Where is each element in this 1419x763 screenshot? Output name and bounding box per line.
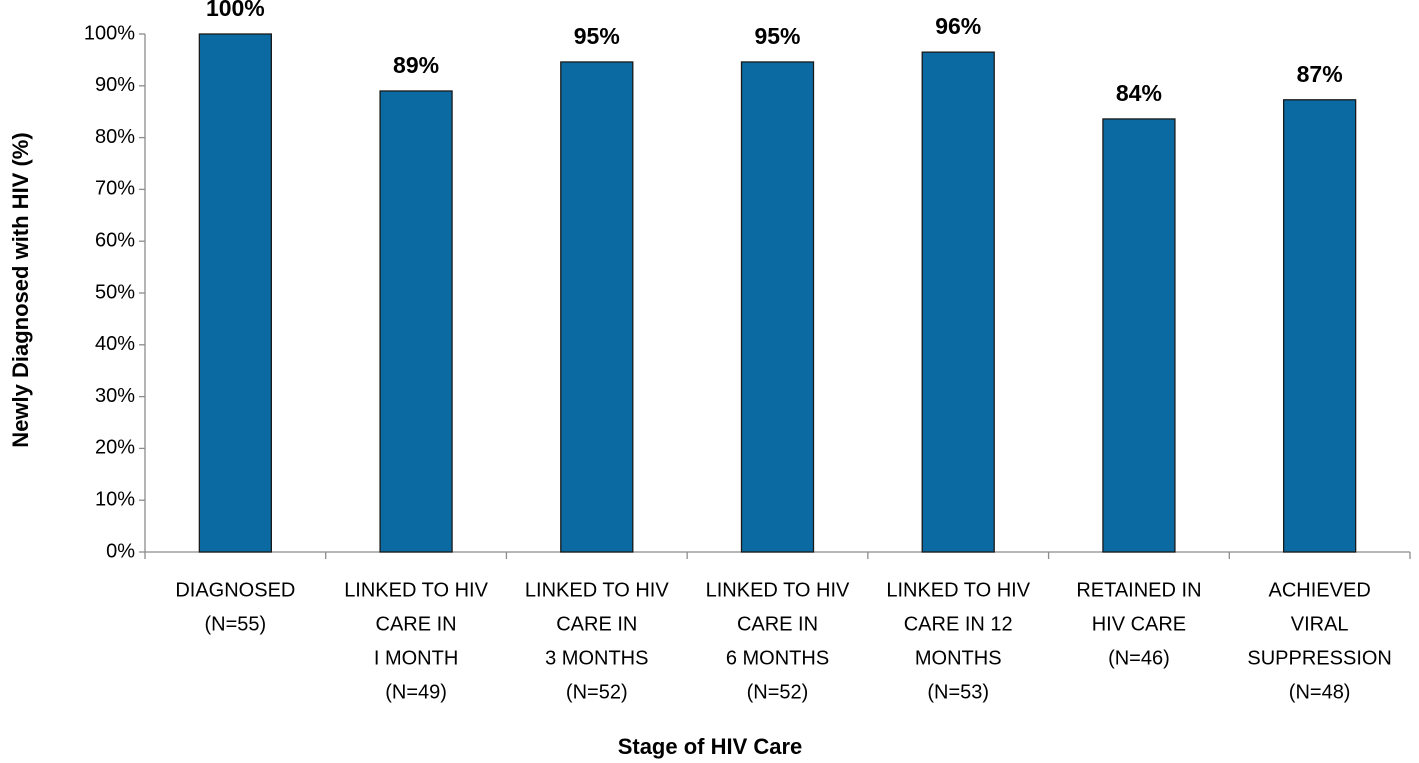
y-axis-title: Newly Diagnosed with HIV (%) bbox=[8, 132, 33, 447]
x-tick-label: MONTHS bbox=[915, 647, 1002, 669]
data-label: 100% bbox=[206, 0, 265, 21]
y-tick-label: 10% bbox=[95, 488, 135, 510]
x-tick-label: (N=46) bbox=[1108, 647, 1170, 669]
y-tick-label: 20% bbox=[95, 437, 135, 459]
x-tick-label: HIV CARE bbox=[1092, 613, 1186, 635]
x-tick-label: CARE IN bbox=[737, 613, 818, 635]
y-tick-label: 80% bbox=[95, 126, 135, 148]
x-tick-label: SUPPRESSION bbox=[1247, 647, 1391, 669]
bar bbox=[1102, 118, 1176, 553]
x-tick-label: LINKED TO HIV bbox=[525, 579, 669, 601]
x-tick-label: LINKED TO HIV bbox=[886, 579, 1030, 601]
x-tick-label: CARE IN bbox=[376, 613, 457, 635]
data-label: 95% bbox=[754, 23, 800, 49]
bar bbox=[740, 61, 815, 553]
x-tick-label: (N=48) bbox=[1289, 681, 1351, 703]
bar bbox=[1282, 99, 1357, 553]
bar bbox=[560, 61, 634, 553]
data-label: 95% bbox=[574, 23, 620, 49]
y-tick-label: 40% bbox=[95, 333, 135, 355]
x-tick-label: DIAGNOSED bbox=[175, 579, 295, 601]
x-tick-label: 3 MONTHS bbox=[545, 647, 648, 669]
y-tick-label: 50% bbox=[95, 281, 135, 303]
y-tick-label: 90% bbox=[95, 74, 135, 96]
data-label: 96% bbox=[935, 13, 981, 39]
x-axis-title: Stage of HIV Care bbox=[618, 734, 803, 759]
y-tick-label: 70% bbox=[95, 178, 135, 200]
bar bbox=[379, 90, 453, 553]
x-tick-label: (N=55) bbox=[205, 613, 267, 635]
x-tick-label: RETAINED IN bbox=[1076, 579, 1201, 601]
x-tick-label: LINKED TO HIV bbox=[344, 579, 488, 601]
y-tick-label: 0% bbox=[106, 540, 135, 562]
x-tick-label: LINKED TO HIV bbox=[706, 579, 850, 601]
bar bbox=[921, 51, 995, 553]
y-tick-label: 30% bbox=[95, 385, 135, 407]
y-tick-label: 60% bbox=[95, 229, 135, 251]
bar bbox=[198, 33, 273, 553]
x-tick-label: 6 MONTHS bbox=[726, 647, 829, 669]
y-tick-label: 100% bbox=[84, 22, 135, 44]
x-tick-label: (N=49) bbox=[385, 681, 447, 703]
data-label: 87% bbox=[1297, 61, 1343, 87]
x-tick-label: (N=53) bbox=[927, 681, 989, 703]
data-label: 84% bbox=[1116, 80, 1162, 106]
x-tick-label: CARE IN bbox=[556, 613, 637, 635]
x-tick-label: CARE IN 12 bbox=[904, 613, 1013, 635]
x-tick-label: (N=52) bbox=[566, 681, 628, 703]
data-label: 89% bbox=[393, 52, 439, 78]
x-tick-label: VIRAL bbox=[1291, 613, 1349, 635]
x-tick-label: ACHIEVED bbox=[1269, 579, 1371, 601]
x-tick-label: (N=52) bbox=[747, 681, 809, 703]
x-tick-label: I MONTH bbox=[374, 647, 458, 669]
